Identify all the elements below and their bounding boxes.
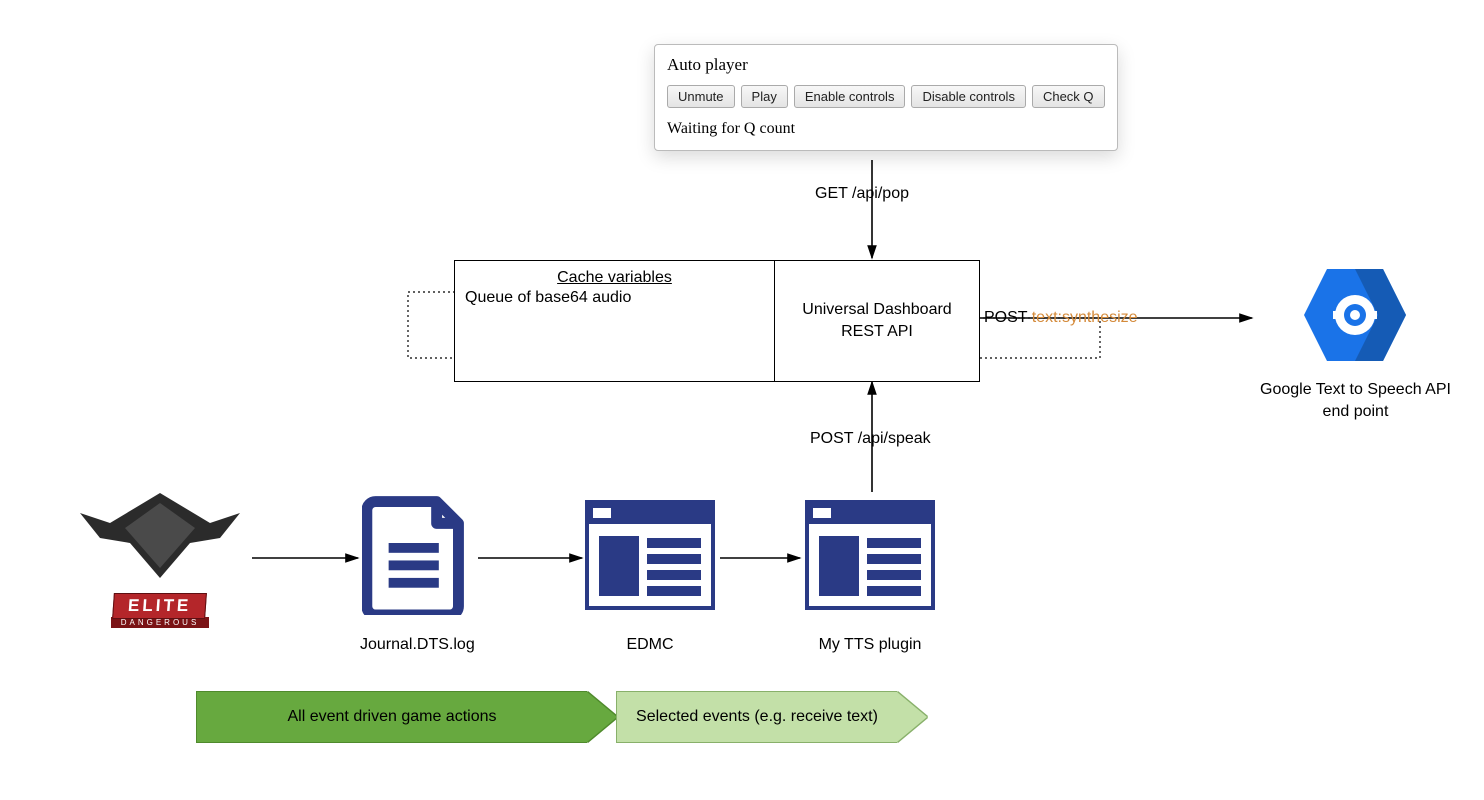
green-arrow-a-label: All event driven game actions (288, 708, 497, 726)
panel-button-check-q[interactable]: Check Q (1032, 85, 1105, 108)
node-journal-label: Journal.DTS.log (360, 636, 475, 654)
center-box-left: Cache variables Queue of base64 audio (455, 261, 775, 381)
panel-status: Waiting for Q count (667, 120, 1105, 138)
center-box-right: Universal Dashboard REST API (775, 261, 979, 381)
edge-label-post-synth: POST text:synthesize (984, 309, 1138, 327)
panel-button-row: Unmute Play Enable controlsDisable control… (667, 85, 1105, 108)
node-google: Google Text to Speech API end point (1260, 265, 1451, 422)
green-arrow-b-label: Selected events (e.g. receive text) (636, 708, 878, 726)
green-arrow-all-events: All event driven game actions (196, 692, 617, 742)
edge-label-post-synth-link: text:synthesize (1032, 309, 1138, 326)
edge-label-get-api: GET /api/pop (815, 185, 909, 203)
node-plugin-label: My TTS plugin (805, 636, 935, 654)
edge-label-post-synth-prefix: POST (984, 309, 1032, 326)
center-box: Cache variables Queue of base64 audio Un… (454, 260, 980, 382)
window-icon (585, 495, 715, 615)
gcp-hex-icon (1300, 265, 1410, 365)
elite-title: ELITE (112, 593, 207, 619)
node-edmc-label: EDMC (585, 636, 715, 654)
node-google-label-2: end point (1323, 403, 1389, 420)
file-icon (362, 495, 472, 615)
rest-api-line2: REST API (841, 323, 913, 340)
elite-wings-icon (70, 483, 250, 593)
edge-label-post-speak: POST /api/speak (810, 430, 931, 448)
cache-title: Cache variables (465, 269, 764, 287)
node-journal: Journal.DTS.log (360, 495, 475, 654)
node-plugin: My TTS plugin (805, 495, 935, 654)
panel-button-enable-controls[interactable]: Enable controls (794, 85, 906, 108)
panel-button-play[interactable]: Play (741, 85, 788, 108)
node-google-label-1: Google Text to Speech API (1260, 381, 1451, 398)
cache-line: Queue of base64 audio (465, 289, 631, 306)
panel-title: Auto player (667, 55, 1105, 75)
panel-button-unmute[interactable]: Unmute (667, 85, 735, 108)
auto-player-panel: Auto player Unmute Play Enable controlsDis… (654, 44, 1118, 151)
node-elite-logo: ELITE DANGEROUS (70, 480, 250, 630)
rest-api-line1: Universal Dashboard (802, 301, 951, 318)
window-icon (805, 495, 935, 615)
node-edmc: EDMC (585, 495, 715, 654)
green-arrow-selected-events: Selected events (e.g. receive text) (616, 692, 927, 742)
panel-button-disable-controls[interactable]: Disable controls (911, 85, 1026, 108)
